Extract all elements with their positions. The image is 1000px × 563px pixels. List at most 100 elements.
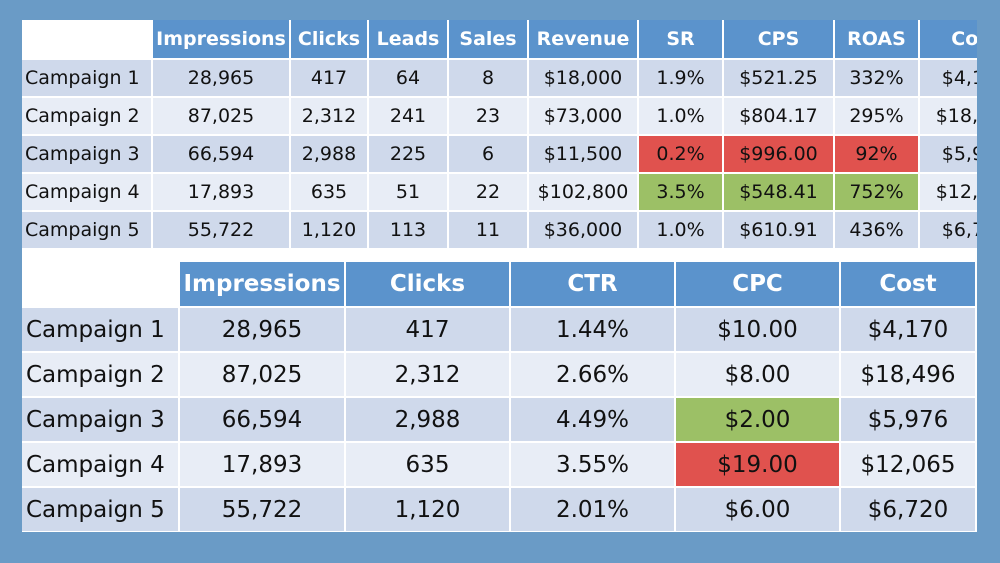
cell-clicks: 417: [291, 58, 369, 96]
header-row: Impressions Clicks Leads Sales Revenue S…: [22, 20, 977, 58]
cell-clicks: 2,988: [346, 396, 511, 441]
cell-impressions: 66,594: [153, 134, 291, 172]
cell-cps: $521.25: [724, 58, 835, 96]
cell-sr: 1.0%: [639, 210, 724, 248]
cell-impressions: 28,965: [153, 58, 291, 96]
cell-clicks: 1,120: [291, 210, 369, 248]
cell-cps: $610.91: [724, 210, 835, 248]
row-label: Campaign 5: [22, 210, 153, 248]
cell-cost: $5,976: [920, 134, 977, 172]
table-row: Campaign 1 28,965 417 1.44% $10.00 $4,170: [22, 306, 977, 351]
cell-leads: 64: [369, 58, 449, 96]
cell-sales: 6: [449, 134, 529, 172]
cell-clicks: 2,988: [291, 134, 369, 172]
table-row: Campaign 1 28,965 417 64 8 $18,000 1.9% $521.25…: [22, 58, 977, 96]
cell-impressions: 87,025: [180, 351, 346, 396]
table-row: Campaign 2 87,025 2,312 2.66% $8.00 $18,496: [22, 351, 977, 396]
table-row: Campaign 3 66,594 2,988 4.49% $2.00 $5,976: [22, 396, 977, 441]
cell-clicks: 2,312: [291, 96, 369, 134]
cell-sales: 23: [449, 96, 529, 134]
row-label: Campaign 2: [22, 96, 153, 134]
column-header-revenue: Revenue: [529, 20, 639, 58]
cell-sr: 0.2%: [639, 134, 724, 172]
cell-cost: $18,496: [920, 96, 977, 134]
cell-impressions: 55,722: [153, 210, 291, 248]
cell-impressions: 66,594: [180, 396, 346, 441]
cell-cost: $4,170: [920, 58, 977, 96]
campaign-metrics-panel-top: Impressions Clicks Leads Sales Revenue S…: [22, 20, 977, 262]
cell-roas: 92%: [835, 134, 920, 172]
row-label: Campaign 2: [22, 351, 180, 396]
cell-leads: 225: [369, 134, 449, 172]
cell-cps: $548.41: [724, 172, 835, 210]
cell-ctr: 3.55%: [511, 441, 676, 486]
cell-ctr: 2.01%: [511, 486, 676, 531]
cell-impressions: 17,893: [153, 172, 291, 210]
column-header-clicks: Clicks: [291, 20, 369, 58]
cell-ctr: 1.44%: [511, 306, 676, 351]
row-label: Campaign 4: [22, 172, 153, 210]
column-header-roas: ROAS: [835, 20, 920, 58]
cell-cpc: $8.00: [676, 351, 841, 396]
cell-sr: 1.9%: [639, 58, 724, 96]
table-row: Campaign 3 66,594 2,988 225 6 $11,500 0.2% $996…: [22, 134, 977, 172]
campaign-clicks-table: Impressions Clicks CTR CPC Cost Campaign…: [22, 262, 977, 531]
cell-revenue: $11,500: [529, 134, 639, 172]
row-label: Campaign 4: [22, 441, 180, 486]
cell-cost: $12,065: [920, 172, 977, 210]
cell-leads: 113: [369, 210, 449, 248]
row-label: Campaign 1: [22, 306, 180, 351]
cell-clicks: 2,312: [346, 351, 511, 396]
cell-cost: $4,170: [841, 306, 977, 351]
cell-sales: 22: [449, 172, 529, 210]
cell-cps: $804.17: [724, 96, 835, 134]
header-row: Impressions Clicks CTR CPC Cost: [22, 262, 977, 306]
cell-roas: 295%: [835, 96, 920, 134]
column-header-sr: SR: [639, 20, 724, 58]
cell-sales: 11: [449, 210, 529, 248]
table-row: Campaign 2 87,025 2,312 241 23 $73,000 1.0% $80…: [22, 96, 977, 134]
cell-leads: 51: [369, 172, 449, 210]
cell-revenue: $36,000: [529, 210, 639, 248]
column-header-impressions: Impressions: [153, 20, 291, 58]
cell-cps: $996.00: [724, 134, 835, 172]
table-row: Campaign 4 17,893 635 51 22 $102,800 3.5% $548.…: [22, 172, 977, 210]
cell-clicks: 1,120: [346, 486, 511, 531]
corner-cell: [22, 20, 153, 58]
cell-clicks: 417: [346, 306, 511, 351]
cell-impressions: 28,965: [180, 306, 346, 351]
cell-impressions: 55,722: [180, 486, 346, 531]
row-label: Campaign 5: [22, 486, 180, 531]
column-header-impressions: Impressions: [180, 262, 346, 306]
cell-revenue: $73,000: [529, 96, 639, 134]
table-row: Campaign 5 55,722 1,120 2.01% $6.00 $6,720: [22, 486, 977, 531]
cell-cost: $6,720: [841, 486, 977, 531]
cell-cpc: $19.00: [676, 441, 841, 486]
column-header-cpc: CPC: [676, 262, 841, 306]
column-header-ctr: CTR: [511, 262, 676, 306]
cell-roas: 752%: [835, 172, 920, 210]
cell-sr: 3.5%: [639, 172, 724, 210]
cell-roas: 436%: [835, 210, 920, 248]
table-row: Campaign 4 17,893 635 3.55% $19.00 $12,065: [22, 441, 977, 486]
campaign-metrics-panel-bottom: Impressions Clicks CTR CPC Cost Campaign…: [22, 262, 977, 532]
cell-ctr: 4.49%: [511, 396, 676, 441]
cell-roas: 332%: [835, 58, 920, 96]
cell-clicks: 635: [346, 441, 511, 486]
row-label: Campaign 3: [22, 396, 180, 441]
column-header-leads: Leads: [369, 20, 449, 58]
cell-cost: $18,496: [841, 351, 977, 396]
cell-revenue: $102,800: [529, 172, 639, 210]
column-header-cost: Cost: [920, 20, 977, 58]
cell-cost: $6,720: [920, 210, 977, 248]
cell-leads: 241: [369, 96, 449, 134]
cell-sales: 8: [449, 58, 529, 96]
column-header-cps: CPS: [724, 20, 835, 58]
cell-cpc: $2.00: [676, 396, 841, 441]
cell-revenue: $18,000: [529, 58, 639, 96]
corner-cell: [22, 262, 180, 306]
campaign-sales-table: Impressions Clicks Leads Sales Revenue S…: [22, 20, 977, 248]
cell-cpc: $6.00: [676, 486, 841, 531]
cell-impressions: 87,025: [153, 96, 291, 134]
column-header-clicks: Clicks: [346, 262, 511, 306]
